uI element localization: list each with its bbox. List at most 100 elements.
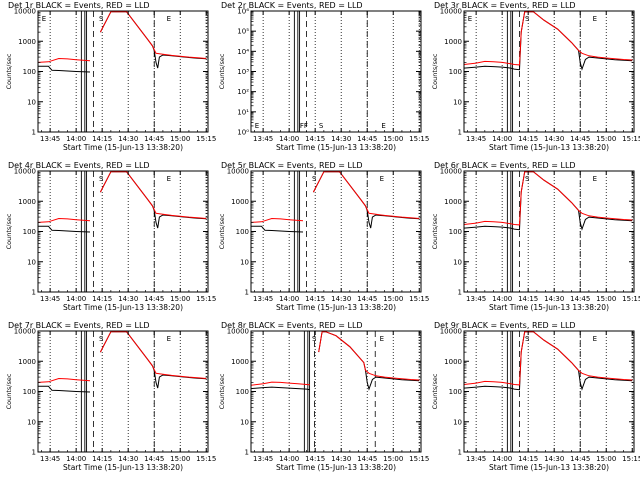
y-tick-label: 1000 <box>18 38 36 46</box>
x-tick-label: 13:45 <box>253 295 273 303</box>
y-tick-label: 10000 <box>14 328 36 336</box>
x-tick-label: 15:15 <box>196 135 216 143</box>
panel-title: Det 2r BLACK = Events, RED = LLD <box>221 1 363 10</box>
x-tick-label: 14:15 <box>305 295 325 303</box>
panel-det9: Det 9r BLACK = Events, RED = LLD S E 1 10 100… <box>431 321 640 472</box>
x-tick-label: 14:00 <box>492 455 512 463</box>
x-tick-label: 15:00 <box>383 455 403 463</box>
y-tick-label: 1000 <box>18 358 36 366</box>
x-tick-label: 15:00 <box>383 295 403 303</box>
plot-frame <box>37 330 209 453</box>
phase-marker-label: E <box>380 335 384 343</box>
x-tick-label: 14:45 <box>144 455 164 463</box>
x-tick-label: 15:00 <box>596 135 616 143</box>
plot-frame <box>463 330 635 453</box>
y-axis-label: Counts/sec <box>431 53 439 89</box>
events-series-line <box>38 331 207 393</box>
panel-title: Det 6r BLACK = Events, RED = LLD <box>434 161 576 170</box>
x-tick-label: 15:00 <box>170 455 190 463</box>
y-tick-label: 100 <box>23 68 36 76</box>
x-tick-label: 14:15 <box>305 135 325 143</box>
x-tick-label: 14:45 <box>144 135 164 143</box>
x-tick-label: 14:15 <box>305 455 325 463</box>
x-tick-label: 13:45 <box>253 455 273 463</box>
y-axis-label: Counts/sec <box>431 373 439 409</box>
plot-frame <box>463 10 635 133</box>
y-tick-label: 100 <box>449 228 462 236</box>
x-tick-label: 14:30 <box>118 455 138 463</box>
phase-marker-label: E <box>593 335 597 343</box>
lld-series-line <box>251 331 420 386</box>
x-tick-label: 13:45 <box>40 135 60 143</box>
plot-frame <box>250 170 422 293</box>
x-tick-label: 15:15 <box>409 295 429 303</box>
x-tick-label: 14:00 <box>492 295 512 303</box>
x-tick-label: 14:15 <box>518 295 538 303</box>
x-tick-label: 14:00 <box>279 455 299 463</box>
plot-frame <box>37 170 209 293</box>
x-tick-label: 14:15 <box>518 135 538 143</box>
x-axis-label: Start Time (15-Jun-13 13:38:20) <box>276 143 396 152</box>
phase-marker-label: E <box>167 335 171 343</box>
y-tick-label: 1 <box>32 449 36 457</box>
x-tick-label: 15:00 <box>596 295 616 303</box>
y-tick-label: 1000 <box>444 38 462 46</box>
y-tick-label: 10 <box>27 98 36 106</box>
lld-series-line <box>464 331 633 386</box>
y-tick-label: 10 <box>240 258 249 266</box>
x-tick-label: 14:00 <box>66 295 86 303</box>
events-series-line <box>38 171 207 233</box>
y-tick-label: 1000 <box>444 198 462 206</box>
y-tick-label: 10³ <box>237 68 249 76</box>
y-tick-label: 1000 <box>231 358 249 366</box>
x-tick-label: 15:15 <box>622 135 640 143</box>
panel-det8: Det 8r BLACK = Events, RED = LLD S E 1 10 100… <box>218 321 429 472</box>
x-tick-label: 14:45 <box>357 295 377 303</box>
y-tick-label: 10000 <box>440 168 462 176</box>
panel-title: Det 4r BLACK = Events, RED = LLD <box>8 161 150 170</box>
phase-marker-label: S <box>99 335 104 343</box>
y-tick-label: 10⁵ <box>237 28 249 36</box>
x-tick-label: 14:45 <box>570 135 590 143</box>
lld-series-line <box>38 11 207 63</box>
x-tick-label: 14:45 <box>570 295 590 303</box>
events-series-line <box>38 11 207 73</box>
panel-det6: Det 6r BLACK = Events, RED = LLD S E 1 10 100… <box>431 161 640 312</box>
y-tick-label: 10 <box>240 418 249 426</box>
phase-marker-label: S <box>525 15 530 23</box>
x-tick-label: 13:45 <box>466 135 486 143</box>
y-tick-label: 1 <box>32 289 36 297</box>
phase-marker-label: E <box>380 175 384 183</box>
x-tick-label: 13:45 <box>466 455 486 463</box>
phase-marker-label: E <box>468 15 472 23</box>
y-tick-label: 10 <box>453 418 462 426</box>
panel-title: Det 7r BLACK = Events, RED = LLD <box>8 321 150 330</box>
x-tick-label: 14:00 <box>279 135 299 143</box>
y-axis-label: Counts/sec <box>218 373 226 409</box>
x-axis-label: Start Time (15-Jun-13 13:38:20) <box>489 303 609 312</box>
x-tick-label: 14:30 <box>118 295 138 303</box>
x-tick-label: 15:00 <box>596 455 616 463</box>
y-tick-label: 100 <box>449 388 462 396</box>
y-tick-label: 10² <box>237 88 249 96</box>
x-tick-label: 13:45 <box>466 295 486 303</box>
plot-frame <box>37 10 209 133</box>
x-axis-label: Start Time (15-Jun-13 13:38:20) <box>276 303 396 312</box>
x-tick-label: 14:00 <box>66 455 86 463</box>
y-tick-label: 1 <box>245 289 249 297</box>
x-tick-label: 14:00 <box>492 135 512 143</box>
x-tick-label: 14:45 <box>357 135 377 143</box>
x-tick-label: 14:15 <box>518 455 538 463</box>
y-tick-label: 10 <box>27 258 36 266</box>
y-axis-label: Counts/sec <box>5 373 13 409</box>
x-tick-label: 15:15 <box>196 455 216 463</box>
phase-marker-label: S <box>99 15 104 23</box>
x-tick-label: 15:15 <box>196 295 216 303</box>
y-tick-label: 10000 <box>227 328 249 336</box>
lld-series-line <box>464 171 633 226</box>
events-series-line <box>464 171 633 231</box>
phase-marker-label: E <box>42 15 46 23</box>
x-axis-label: Start Time (15-Jun-13 13:38:20) <box>489 463 609 472</box>
panel-title: Det 5r BLACK = Events, RED = LLD <box>221 161 363 170</box>
y-tick-label: 10 <box>453 98 462 106</box>
